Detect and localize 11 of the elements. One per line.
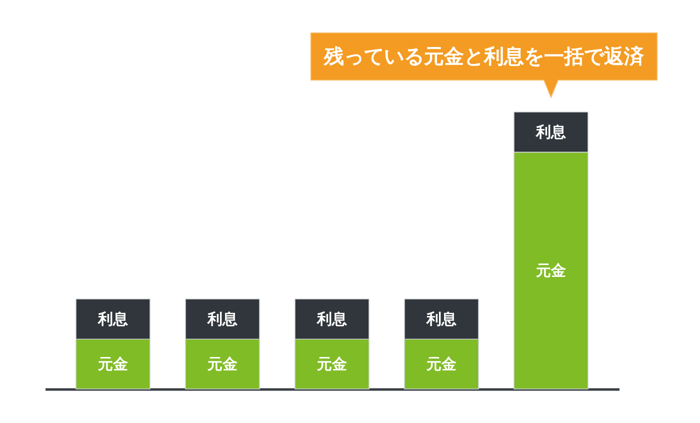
text: 残っている元金と利息を一括で返済 xyxy=(323,44,645,68)
series-label: 利息 xyxy=(97,310,129,328)
text: 元金 xyxy=(208,355,238,374)
text: 利息 xyxy=(317,310,347,328)
text: 元金 xyxy=(317,355,347,374)
series-label: 元金 xyxy=(97,355,128,374)
text: 利息 xyxy=(208,310,238,328)
text: 利息 xyxy=(536,123,566,142)
text: 元金 xyxy=(536,262,566,280)
text: 元金 xyxy=(426,355,456,374)
text: 利息 xyxy=(426,310,456,328)
